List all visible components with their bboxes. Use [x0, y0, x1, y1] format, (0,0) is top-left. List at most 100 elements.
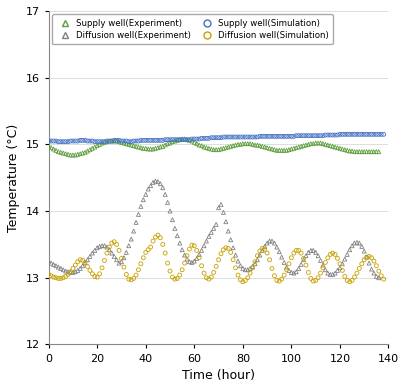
Point: [145, 146, 151, 152]
Point: [285, 147, 292, 153]
Point: [241, 134, 248, 140]
Point: [290, 133, 296, 140]
Point: [261, 243, 267, 249]
Point: [96, 138, 102, 145]
Point: [249, 263, 255, 270]
Point: [326, 132, 333, 138]
Point: [263, 133, 270, 140]
Point: [125, 243, 132, 249]
Point: [67, 138, 74, 144]
Point: [290, 270, 296, 276]
Point: [162, 250, 168, 256]
Point: [67, 269, 74, 275]
Point: [237, 141, 243, 147]
Point: [142, 249, 149, 256]
Point: [132, 143, 139, 149]
Point: [275, 278, 282, 284]
Point: [53, 275, 59, 281]
Point: [53, 138, 59, 144]
Point: [333, 255, 340, 261]
Point: [125, 276, 132, 282]
Point: [217, 251, 224, 257]
Point: [72, 269, 79, 275]
Point: [75, 138, 81, 144]
Point: [370, 258, 376, 264]
Point: [222, 145, 228, 151]
Point: [375, 131, 381, 137]
Point: [307, 247, 313, 254]
Point: [174, 137, 180, 143]
Point: [149, 238, 156, 244]
Point: [130, 143, 136, 149]
Point: [309, 140, 316, 147]
Point: [379, 276, 386, 282]
Point: [212, 221, 219, 228]
Point: [162, 142, 168, 148]
Point: [162, 191, 168, 198]
Point: [166, 268, 173, 274]
Point: [353, 270, 359, 276]
Point: [111, 138, 117, 144]
Point: [251, 142, 258, 148]
Point: [312, 140, 318, 146]
Point: [237, 277, 243, 283]
Point: [229, 143, 236, 149]
Point: [319, 265, 325, 271]
Point: [365, 253, 371, 259]
Point: [65, 138, 71, 145]
Point: [271, 240, 277, 246]
Point: [263, 240, 270, 246]
Point: [130, 138, 136, 144]
Point: [205, 233, 211, 240]
Point: [343, 251, 350, 258]
Point: [147, 244, 153, 250]
Point: [328, 132, 335, 138]
Point: [118, 259, 124, 265]
Point: [316, 270, 323, 276]
Point: [314, 252, 320, 259]
Point: [89, 271, 95, 277]
Point: [241, 277, 248, 284]
Point: [319, 140, 325, 147]
Point: [152, 137, 158, 144]
Point: [181, 252, 188, 258]
Point: [353, 149, 359, 155]
Point: [159, 143, 166, 149]
Point: [171, 137, 178, 143]
Point: [55, 275, 62, 282]
Point: [355, 265, 362, 272]
Point: [288, 269, 294, 275]
Point: [316, 257, 323, 263]
Point: [246, 140, 253, 147]
Point: [348, 243, 354, 249]
Point: [232, 142, 238, 148]
Point: [89, 250, 95, 256]
Point: [268, 265, 275, 272]
Point: [94, 245, 100, 251]
Point: [108, 138, 115, 144]
Point: [295, 247, 301, 254]
Point: [118, 138, 124, 144]
Point: [326, 271, 333, 277]
Point: [316, 140, 323, 146]
Point: [355, 149, 362, 155]
Point: [331, 144, 337, 150]
Point: [82, 260, 88, 266]
Point: [154, 179, 161, 185]
Point: [239, 279, 245, 285]
Point: [128, 277, 134, 283]
Point: [164, 140, 171, 147]
Point: [62, 138, 69, 145]
Point: [215, 257, 221, 263]
Point: [55, 264, 62, 270]
Point: [202, 238, 209, 244]
Point: [215, 147, 221, 153]
Point: [290, 250, 296, 256]
Point: [343, 147, 350, 154]
Point: [196, 251, 202, 258]
Point: [312, 277, 318, 284]
Point: [50, 274, 57, 280]
Point: [94, 274, 100, 280]
Point: [196, 255, 202, 261]
Point: [297, 133, 304, 139]
